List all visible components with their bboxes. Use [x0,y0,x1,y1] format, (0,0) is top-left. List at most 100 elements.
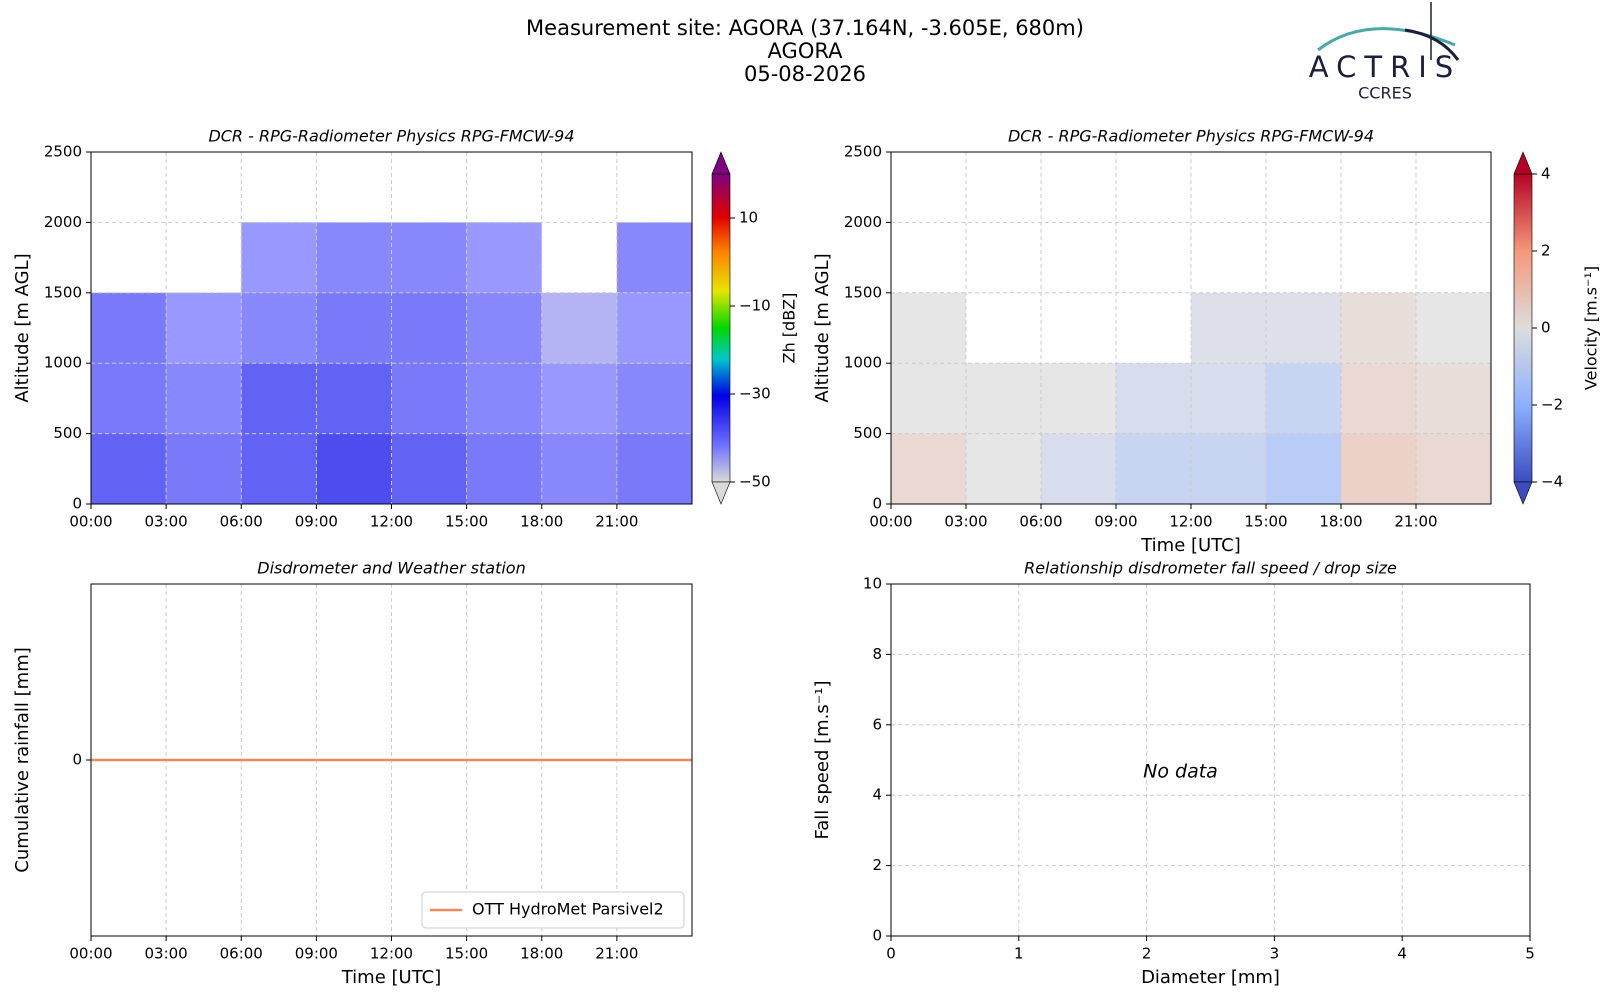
colorbar-extend-top [1513,151,1533,175]
heatmap-cell [616,363,692,434]
x-tick-label: 09:00 [295,945,338,963]
subplot: Disdrometer and Weather station Cumulativ… [12,559,693,988]
heatmap-cell [541,363,617,434]
y-tick-label: 1500 [844,283,882,301]
y-tick-label: 1500 [44,283,82,301]
heatmap-cell [1191,292,1266,364]
subplot-title: Disdrometer and Weather station [257,559,525,578]
y-tick-label: 2500 [844,143,882,161]
y-axis-label: Altitude [m AGL] [812,253,833,402]
date: 05-08-2026 [744,62,866,86]
x-tick-label: 5 [1525,945,1535,963]
colorbar-tick-label: −30 [739,385,771,403]
legend-label: OTT HydroMet Parsivel2 [472,900,664,919]
y-tick-label: 2000 [44,213,82,231]
x-tick-label: 00:00 [69,513,112,531]
x-tick-label: 21:00 [595,513,638,531]
heatmap-cell [91,292,167,364]
x-tick-label: 06:00 [220,945,263,963]
x-tick-label: 18:00 [520,945,563,963]
heatmap-cell [1266,433,1341,504]
logo-subtext: CCRES [1358,84,1412,103]
x-axis-label: Time [UTC] [341,967,442,988]
y-tick-label: 10 [863,575,882,593]
colorbar-extend-top [711,151,731,175]
colorbar-extend-bottom [1513,481,1533,505]
heatmap-cell [891,363,966,434]
logo-arc [1317,27,1456,52]
y-axis-label: Fall speed [m.s⁻¹] [812,681,833,840]
x-tick-label: 12:00 [1169,513,1212,531]
heatmap-cell [891,433,966,504]
subplot-title: DCR - RPG-Radiometer Physics RPG-FMCW-94 [208,127,574,146]
heatmap-cell [466,222,542,293]
heatmap-cell [91,433,167,504]
y-tick-label: 500 [53,424,82,442]
heatmap-cell [1341,363,1416,434]
y-tick-label: 2500 [44,143,82,161]
y-tick-label: 1000 [44,354,82,372]
colorbar [1513,173,1533,483]
plot-frame [890,151,1492,505]
heatmap-cell [466,363,542,434]
x-tick-label: 4 [1397,945,1407,963]
heatmap-cell [541,433,617,504]
heatmap-cell [241,433,317,504]
colorbar-tick-label: −2 [1541,396,1563,414]
heatmap-cell [466,292,542,364]
x-tick-label: 03:00 [145,513,188,531]
heatmap-cell [1041,433,1116,504]
logo-text: ACTRIS [1309,50,1461,84]
y-tick-label: 0 [872,495,882,513]
y-tick-label: 6 [872,715,882,733]
x-tick-label: 21:00 [1394,513,1437,531]
heatmap-cell [391,222,467,293]
x-tick-label: 03:00 [944,513,987,531]
x-tick-label: 06:00 [1019,513,1062,531]
colorbar-tick-label: 0 [1541,319,1551,337]
colorbar-tick-label: −10 [739,297,771,315]
y-tick-label: 8 [872,645,882,663]
heatmap-cell [391,292,467,364]
y-axis-label: Altitude [m AGL] [12,253,33,402]
x-tick-label: 21:00 [595,945,638,963]
x-tick-label: 3 [1270,945,1280,963]
heatmap-cell [1341,292,1416,364]
heatmap-cell [316,433,392,504]
subplot-title: DCR - RPG-Radiometer Physics RPG-FMCW-94 [1008,127,1374,146]
heatmap-cell [1416,292,1491,364]
legend-box [421,891,685,929]
heatmap-cell [1416,363,1491,434]
x-tick-label: 00:00 [869,513,912,531]
colorbar-tick-label: −4 [1541,473,1563,491]
colorbar-tick-label: 4 [1541,165,1551,183]
heatmap-cell [1191,433,1266,504]
heatmap-cell [466,433,542,504]
subplot-title: Relationship disdrometer fall speed / dr… [1024,559,1397,578]
x-tick-label: 15:00 [1244,513,1287,531]
heatmap-cell [166,433,242,504]
y-axis-label: Cumulative rainfall [mm] [12,647,33,873]
colorbar-extend-bottom [711,481,731,505]
subplot: Relationship disdrometer fall speed / dr… [812,559,1535,989]
subplot: DCR - RPG-Radiometer Physics RPG-FMCW-94… [12,127,799,531]
colorbar [711,173,731,483]
x-tick-label: 12:00 [370,513,413,531]
heatmap-cell [1266,363,1341,434]
heatmap-cell [1041,363,1116,434]
x-tick-label: 09:00 [295,513,338,531]
heatmap-cell [1266,292,1341,364]
heatmap-cell [166,292,242,364]
plot-frame [90,151,693,505]
x-tick-label: 09:00 [1094,513,1137,531]
y-tick-label: 2000 [844,213,882,231]
figure-title: Measurement site: AGORA (37.164N, -3.605… [526,16,1084,40]
y-tick-label: 1000 [844,354,882,372]
heatmap-cell [616,292,692,364]
colorbar-label: Velocity [m.s⁻¹] [1582,266,1600,390]
site-name: AGORA [768,39,844,63]
colorbar-tick-label: 10 [739,209,758,227]
heatmap-cell [1416,433,1491,504]
x-tick-label: 12:00 [370,945,413,963]
